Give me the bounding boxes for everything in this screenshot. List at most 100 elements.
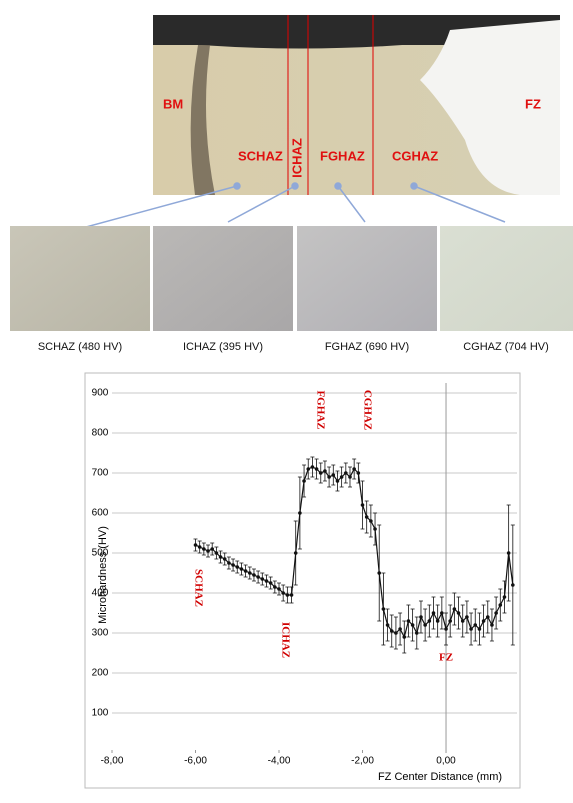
data-point xyxy=(469,627,473,631)
data-point xyxy=(344,471,348,475)
y-tick-label: 200 xyxy=(92,668,109,679)
label: ICHAZ xyxy=(289,138,304,178)
data-point xyxy=(323,469,327,473)
data-point xyxy=(440,611,444,615)
data-point xyxy=(265,579,269,583)
data-point xyxy=(494,611,498,615)
label: BM xyxy=(163,96,183,111)
data-point xyxy=(348,475,352,479)
data-point xyxy=(311,465,315,469)
data-point xyxy=(215,551,219,555)
data-point xyxy=(248,571,252,575)
data-point xyxy=(453,607,457,611)
panel-caption: CGHAZ (704 HV) xyxy=(463,341,549,353)
data-point xyxy=(273,585,277,589)
data-point xyxy=(415,631,419,635)
data-point xyxy=(331,473,335,477)
data-point xyxy=(302,479,306,483)
data-point xyxy=(390,629,394,633)
data-point xyxy=(503,595,507,599)
data-point xyxy=(256,575,260,579)
data-point xyxy=(423,623,427,627)
data-point xyxy=(386,623,390,627)
y-tick-label: 600 xyxy=(92,508,109,519)
data-point xyxy=(411,623,415,627)
data-point xyxy=(507,551,511,555)
label: FZ xyxy=(525,96,541,111)
data-point xyxy=(365,515,369,519)
annotation: CGHAZ xyxy=(361,390,373,430)
data-point xyxy=(290,593,294,597)
data-point xyxy=(198,545,202,549)
y-tick-label: 700 xyxy=(92,468,109,479)
data-point xyxy=(357,471,361,475)
data-point xyxy=(444,627,448,631)
data-point xyxy=(277,587,281,591)
panel-image xyxy=(10,226,150,331)
data-point xyxy=(377,571,381,575)
data-point xyxy=(448,619,452,623)
panel-caption: ICHAZ (395 HV) xyxy=(183,341,263,353)
y-tick-label: 400 xyxy=(92,588,109,599)
x-tick-label: -4,00 xyxy=(268,756,291,767)
x-tick-label: -6,00 xyxy=(184,756,207,767)
x-tick-label: -8,00 xyxy=(101,756,124,767)
data-line xyxy=(196,467,513,637)
annotation: FZ xyxy=(439,652,453,664)
chart-frame xyxy=(85,373,520,788)
y-tick-label: 100 xyxy=(92,708,109,719)
data-point xyxy=(231,563,235,567)
x-tick-label: -2,00 xyxy=(351,756,374,767)
data-point xyxy=(461,619,465,623)
data-point xyxy=(235,565,239,569)
data-point xyxy=(240,567,244,571)
panel-caption: SCHAZ (480 HV) xyxy=(38,341,122,353)
x-tick-label: 0,00 xyxy=(436,756,456,767)
data-point xyxy=(369,519,373,523)
annotation: FGHAZ xyxy=(314,390,326,429)
data-point xyxy=(352,467,356,471)
data-point xyxy=(219,555,223,559)
data-point xyxy=(511,583,515,587)
data-point xyxy=(227,561,231,565)
data-point xyxy=(298,511,302,515)
data-point xyxy=(457,611,461,615)
y-tick-label: 500 xyxy=(92,548,109,559)
data-point xyxy=(402,635,406,639)
data-point xyxy=(490,623,494,627)
data-point xyxy=(210,547,214,551)
data-point xyxy=(398,627,402,631)
panel-image xyxy=(440,226,573,331)
data-point xyxy=(498,603,502,607)
data-point xyxy=(261,577,265,581)
label: FGHAZ xyxy=(320,148,365,163)
panel-image xyxy=(153,226,293,331)
data-point xyxy=(428,619,432,623)
data-point xyxy=(269,581,273,585)
label: SCHAZ xyxy=(238,148,283,163)
annotation: SCHAZ xyxy=(192,569,204,607)
data-point xyxy=(336,479,340,483)
data-point xyxy=(361,503,365,507)
annotation: ICHAZ xyxy=(279,622,291,658)
data-point xyxy=(194,543,198,547)
data-point xyxy=(373,527,377,531)
data-point xyxy=(319,471,323,475)
data-point xyxy=(252,573,256,577)
data-point xyxy=(281,591,285,595)
data-point xyxy=(340,475,344,479)
data-point xyxy=(306,467,310,471)
y-tick-label: 900 xyxy=(92,388,109,399)
data-point xyxy=(486,615,490,619)
data-point xyxy=(419,615,423,619)
x-axis-label: FZ Center Distance (mm) xyxy=(378,771,502,783)
data-point xyxy=(382,607,386,611)
data-point xyxy=(244,569,248,573)
y-axis-label: Microhardness (HV) xyxy=(97,526,109,624)
data-point xyxy=(482,619,486,623)
data-point xyxy=(327,475,331,479)
data-point xyxy=(432,611,436,615)
data-point xyxy=(394,631,398,635)
data-point xyxy=(315,467,319,471)
micrograph: BM FZ SCHAZ ICHAZ FGHAZ CGHAZ xyxy=(153,15,560,195)
